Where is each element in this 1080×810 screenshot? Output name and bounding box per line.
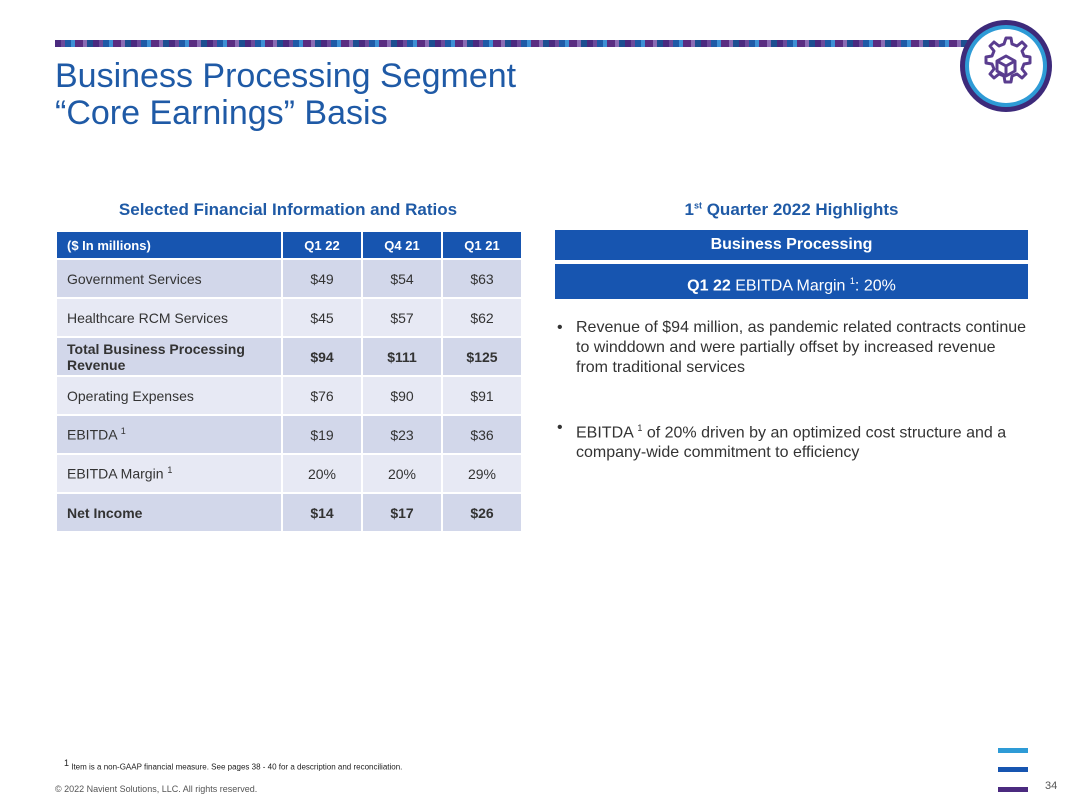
- cell-value: $23: [361, 414, 443, 455]
- column-header-q1-21: Q1 21: [441, 230, 523, 260]
- highlights-heading-ordinal: st: [693, 200, 702, 211]
- financial-table: ($ In millions) Q1 22 Q4 21 Q1 21 Govern…: [55, 230, 523, 533]
- table-header-row: ($ In millions) Q1 22 Q4 21 Q1 21: [55, 230, 523, 260]
- row-label-text: Operating Expenses: [67, 387, 194, 404]
- copyright: © 2022 Navient Solutions, LLC. All right…: [55, 784, 258, 794]
- cell-value: $91: [441, 375, 523, 416]
- table-row: EBITDA 1 $19 $23 $36: [55, 414, 523, 455]
- cell-value: $36: [441, 414, 523, 455]
- corner-bar-light: [998, 748, 1028, 753]
- bullet-icon: •: [557, 319, 563, 336]
- table-row: Net Income $14 $17 $26: [55, 492, 523, 533]
- table-row: EBITDA Margin 1 20% 20% 29%: [55, 453, 523, 494]
- footnote-ref: 1: [120, 426, 126, 437]
- cell-value: $76: [281, 375, 363, 416]
- highlights-list: • Revenue of $94 million, as pandemic rel…: [555, 318, 1030, 503]
- cell-value: $26: [441, 492, 523, 533]
- row-label: Operating Expenses: [55, 375, 283, 416]
- highlights-heading-number: 1: [684, 200, 694, 219]
- highlight-revenue-text: Revenue of $94 million, as pandemic rela…: [576, 319, 1027, 376]
- highlight-ebitda-footnote-ref: 1: [637, 423, 643, 433]
- row-label-text: Total Business Processing Revenue: [67, 340, 245, 373]
- row-label: EBITDA Margin 1: [55, 453, 283, 494]
- row-label-text: Government Services: [67, 270, 202, 287]
- cell-value: $125: [441, 336, 523, 377]
- title-line-1: Business Processing Segment: [55, 57, 517, 95]
- cell-value: $62: [441, 297, 523, 338]
- table-body: Government Services $49 $54 $63 Healthcare R…: [55, 258, 523, 533]
- cell-value: $45: [281, 297, 363, 338]
- cell-value: $90: [361, 375, 443, 416]
- ebitda-margin-period: Q1 22: [687, 277, 731, 295]
- ebitda-margin-banner: Q1 22 EBITDA Margin 1: 20%: [555, 264, 1028, 299]
- table-heading: Selected Financial Information and Ratio…: [118, 200, 458, 219]
- table-row: Operating Expenses $76 $90 $91: [55, 375, 523, 416]
- cell-value: $94: [281, 336, 363, 377]
- page-number: 34: [1045, 780, 1058, 792]
- ebitda-margin-value: : 20%: [854, 277, 896, 295]
- page-title: Business Processing Segment “Core Earnin…: [55, 58, 516, 132]
- cell-value: $63: [441, 258, 523, 299]
- title-line-2: “Core Earnings” Basis: [55, 94, 388, 132]
- cell-value: $57: [361, 297, 443, 338]
- column-header-q4-21: Q4 21: [361, 230, 443, 260]
- footnote-ref: 1: [167, 465, 173, 476]
- highlights-heading-text: Quarter 2022 Highlights: [701, 200, 899, 219]
- table-row: Government Services $49 $54 $63: [55, 258, 523, 299]
- ebitda-margin-footnote-ref: 1: [849, 276, 855, 286]
- cell-value: $54: [361, 258, 443, 299]
- footnote-marker: 1: [64, 758, 70, 768]
- highlight-revenue: • Revenue of $94 million, as pandemic rel…: [555, 318, 1030, 378]
- business-processing-banner: Business Processing: [555, 230, 1028, 260]
- gear-cube-icon: [960, 20, 1052, 112]
- cell-value: 20%: [361, 453, 443, 494]
- cell-value: 20%: [281, 453, 363, 494]
- footnote-text: Item is a non-GAAP financial measure. Se…: [69, 762, 403, 772]
- row-label-text: Net Income: [67, 504, 143, 521]
- bullet-icon: •: [557, 419, 563, 436]
- column-header-q1-22: Q1 22: [281, 230, 363, 260]
- row-label: Net Income: [55, 492, 283, 533]
- decorative-stripe: [55, 40, 975, 47]
- row-label: Healthcare RCM Services: [55, 297, 283, 338]
- cell-value: $17: [361, 492, 443, 533]
- footnote: 1 Item is a non-GAAP financial measure. …: [64, 758, 402, 772]
- row-label: Total Business Processing Revenue: [55, 336, 283, 377]
- cell-value: $111: [361, 336, 443, 377]
- cell-value: $19: [281, 414, 363, 455]
- column-header-label: ($ In millions): [55, 230, 283, 260]
- corner-bar-purple: [998, 787, 1028, 792]
- highlight-ebitda: • EBITDA 1 of 20% driven by an optimized …: [555, 418, 1030, 463]
- row-label-text: Healthcare RCM Services: [67, 309, 229, 326]
- table-row: Total Business Processing Revenue $94 $111…: [55, 336, 523, 377]
- row-label: Government Services: [55, 258, 283, 299]
- highlight-ebitda-text-start: EBITDA: [576, 424, 638, 442]
- cell-value: $14: [281, 492, 363, 533]
- cell-value: $49: [281, 258, 363, 299]
- cell-value: 29%: [441, 453, 523, 494]
- row-label: EBITDA 1: [55, 414, 283, 455]
- row-label-text: EBITDA: [67, 426, 117, 443]
- highlights-heading: 1st Quarter 2022 Highlights: [555, 200, 1028, 220]
- corner-bars-decoration: [998, 748, 1028, 792]
- highlight-ebitda-text-end: of 20% driven by an optimized cost struc…: [576, 424, 1007, 462]
- table-row: Healthcare RCM Services $45 $57 $62: [55, 297, 523, 338]
- corner-bar-blue: [998, 767, 1028, 772]
- ebitda-margin-label: EBITDA Margin: [730, 277, 850, 295]
- row-label-text: EBITDA Margin: [67, 465, 164, 482]
